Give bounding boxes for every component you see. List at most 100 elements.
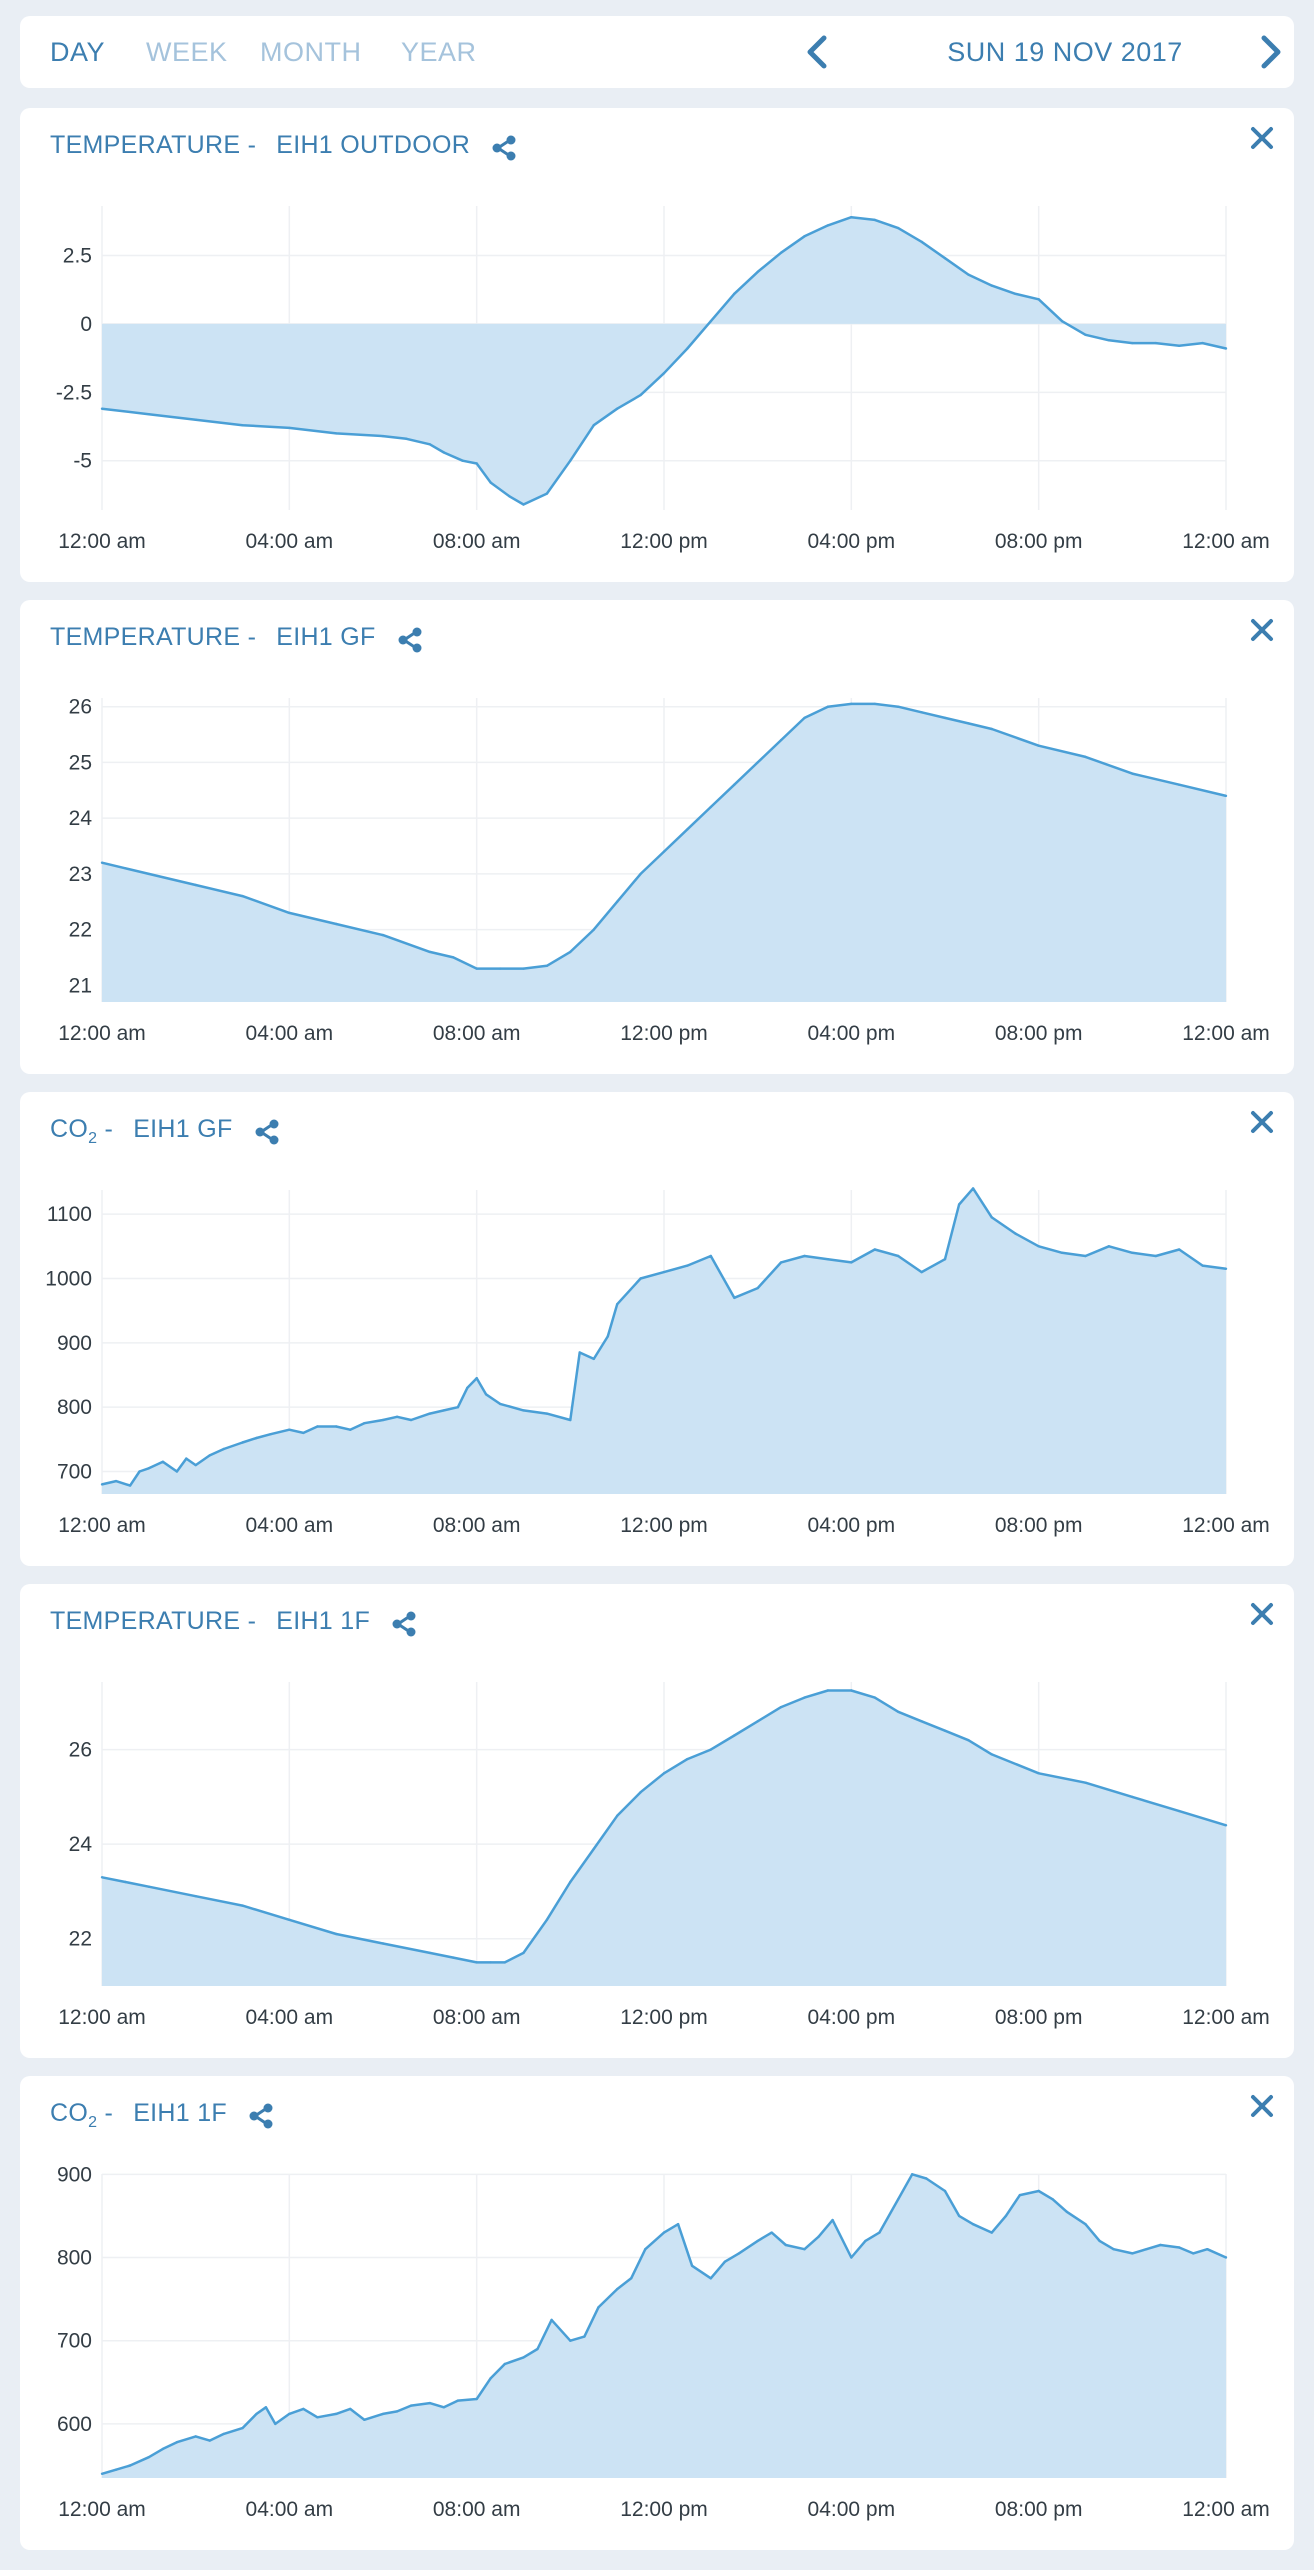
data-point bbox=[1192, 2252, 1195, 2255]
tab-year[interactable]: YEAR bbox=[401, 37, 477, 67]
data-point bbox=[943, 2189, 947, 2193]
chart-location-label: EIH1 1F bbox=[133, 2099, 227, 2127]
data-point bbox=[1107, 1245, 1111, 1248]
data-point bbox=[826, 224, 830, 227]
x-tick-label: 12:00 am bbox=[58, 2498, 146, 2521]
data-point bbox=[803, 1696, 806, 1699]
data-point bbox=[597, 2306, 600, 2309]
close-icon bbox=[1251, 619, 1273, 641]
data-point bbox=[147, 413, 150, 416]
data-point bbox=[569, 1880, 572, 1884]
data-point bbox=[1131, 2252, 1134, 2255]
data-point bbox=[957, 2214, 961, 2218]
tab-day[interactable]: DAY bbox=[50, 37, 106, 67]
previous-day-button[interactable] bbox=[794, 28, 842, 76]
data-point bbox=[616, 2287, 619, 2291]
data-point bbox=[335, 922, 338, 926]
data-point bbox=[1178, 2246, 1181, 2249]
data-point bbox=[878, 2231, 881, 2234]
data-point bbox=[709, 2277, 712, 2280]
share-icon[interactable] bbox=[253, 1113, 281, 1145]
data-point bbox=[676, 2223, 680, 2226]
share-icon[interactable] bbox=[490, 129, 518, 161]
close-chart-button[interactable] bbox=[1246, 122, 1278, 154]
data-point bbox=[873, 1696, 876, 1699]
close-chart-button[interactable] bbox=[1246, 614, 1278, 646]
chart-location-label: EIH1 1F bbox=[276, 1607, 371, 1635]
chart-title-separator: - bbox=[97, 1115, 114, 1143]
close-chart-button[interactable] bbox=[1246, 1598, 1278, 1630]
data-point bbox=[733, 292, 736, 295]
data-point bbox=[241, 1904, 244, 1907]
data-point bbox=[873, 1248, 876, 1251]
x-tick-label: 12:00 am bbox=[1182, 1514, 1270, 1537]
data-point bbox=[662, 2231, 666, 2234]
data-point bbox=[1004, 2214, 1008, 2218]
data-point bbox=[826, 705, 830, 708]
y-tick-label: 800 bbox=[57, 2247, 92, 2270]
area-chart: 26 25 24 23 22 21 12:00 am 04:00 am 08:00 am 12:0… bbox=[58, 696, 1270, 1045]
data-point bbox=[1154, 1254, 1158, 1258]
close-chart-button[interactable] bbox=[1246, 1106, 1278, 1138]
data-point bbox=[381, 1418, 385, 1422]
chart-location-label: EIH1 GF bbox=[133, 1115, 233, 1143]
data-point bbox=[274, 2422, 277, 2426]
share-icon[interactable] bbox=[247, 2097, 275, 2129]
data-point bbox=[264, 2406, 268, 2409]
close-chart-button[interactable] bbox=[1246, 2090, 1278, 2122]
data-point bbox=[578, 1351, 581, 1354]
data-point bbox=[381, 933, 385, 937]
data-point bbox=[405, 437, 408, 440]
data-point bbox=[709, 1254, 712, 1258]
y-tick-label: 600 bbox=[57, 2413, 92, 2436]
data-point bbox=[475, 1377, 478, 1380]
y-tick-label: 21 bbox=[69, 974, 92, 997]
data-point bbox=[733, 1734, 736, 1737]
data-point bbox=[779, 1705, 783, 1709]
data-point bbox=[756, 1720, 759, 1723]
data-point bbox=[208, 2439, 211, 2442]
data-point bbox=[409, 2404, 413, 2407]
data-point bbox=[1178, 1248, 1181, 1251]
data-point bbox=[662, 1772, 666, 1775]
share-icon[interactable] bbox=[396, 621, 424, 653]
data-point bbox=[784, 2243, 787, 2247]
data-point bbox=[363, 1422, 366, 1425]
data-point bbox=[185, 1457, 188, 1460]
data-point bbox=[756, 270, 759, 274]
data-point bbox=[335, 2412, 338, 2416]
chart-card-co2-1f: CO2 - EIH1 1F 900 800 700 600 12:00 am 04:00 am… bbox=[20, 2076, 1294, 2550]
y-tick-label: 700 bbox=[57, 1460, 92, 1483]
data-point bbox=[639, 393, 642, 397]
series-line bbox=[101, 2173, 1227, 2475]
y-tick-label: 23 bbox=[69, 863, 92, 886]
next-day-button[interactable] bbox=[1246, 28, 1294, 76]
data-point bbox=[606, 1335, 609, 1338]
tab-week[interactable]: WEEK bbox=[146, 37, 228, 67]
data-point bbox=[569, 2339, 572, 2342]
data-point bbox=[709, 1748, 712, 1751]
data-point bbox=[1037, 744, 1040, 747]
data-point bbox=[1037, 298, 1040, 301]
data-point bbox=[920, 711, 923, 714]
data-point bbox=[1178, 1809, 1181, 1813]
tab-month[interactable]: MONTH bbox=[260, 37, 362, 67]
y-tick-label: 900 bbox=[57, 2163, 92, 2186]
x-tick-label: 08:00 am bbox=[433, 2498, 521, 2521]
data-point bbox=[686, 347, 689, 350]
data-point bbox=[1037, 2189, 1040, 2193]
data-point bbox=[428, 443, 431, 446]
share-icon[interactable] bbox=[390, 1605, 418, 1637]
data-point bbox=[100, 407, 104, 410]
data-point bbox=[194, 418, 197, 421]
data-point bbox=[967, 273, 970, 276]
series-area bbox=[102, 217, 1226, 505]
data-point bbox=[1201, 341, 1204, 345]
data-point bbox=[826, 1258, 830, 1261]
data-point bbox=[1014, 292, 1017, 295]
data-point bbox=[723, 2260, 727, 2263]
data-point bbox=[925, 2177, 928, 2180]
data-point bbox=[536, 2347, 539, 2351]
x-tick-label: 12:00 pm bbox=[620, 530, 708, 553]
data-point bbox=[990, 1753, 993, 1756]
